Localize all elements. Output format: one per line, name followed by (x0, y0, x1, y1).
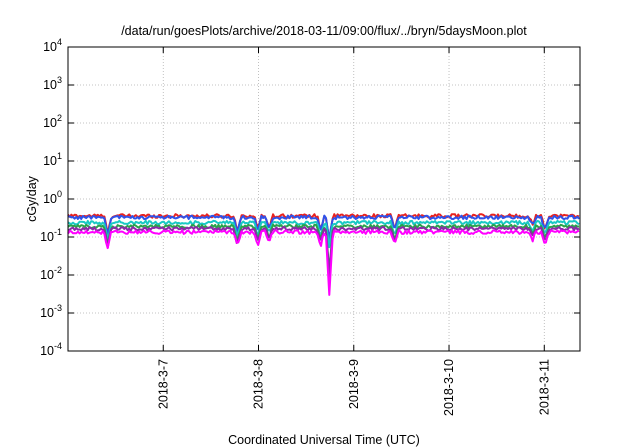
y-tick-exponent: -4 (54, 341, 62, 351)
grid (68, 46, 580, 352)
series-line (67, 219, 580, 249)
x-axis-label: Coordinated Universal Time (UTC) (228, 433, 420, 447)
x-tick-label: 2018-3-8 (252, 359, 266, 409)
series-line (67, 229, 580, 296)
series-line (67, 214, 580, 241)
y-tick-base: 10 (40, 344, 54, 358)
y-tick-label: 10-1 (40, 227, 62, 244)
x-tick-label: 2018-3-9 (347, 359, 361, 409)
y-tick-exponent: 1 (57, 151, 62, 161)
y-tick-label: 10-3 (40, 303, 62, 320)
y-tick-base: 10 (43, 116, 57, 130)
y-tick-base: 10 (43, 154, 57, 168)
y-tick-label: 102 (43, 113, 62, 130)
x-tick-label: 2018-3-10 (442, 359, 456, 416)
y-tick-base: 10 (43, 40, 57, 54)
y-tick-base: 10 (43, 78, 57, 92)
series-group (67, 213, 580, 296)
y-tick-exponent: 0 (57, 189, 62, 199)
y-tick-label: 100 (43, 189, 62, 206)
y-tick-exponent: 3 (57, 75, 62, 85)
y-tick-exponent: 2 (57, 113, 62, 123)
series-line (68, 226, 580, 278)
y-tick-label: 104 (43, 37, 62, 54)
y-tick-exponent: 4 (57, 37, 62, 47)
y-tick-label: 10-2 (40, 265, 62, 282)
y-axis-label: cGy/day (25, 175, 39, 222)
y-tick-label: 103 (43, 75, 62, 92)
y-tick-base: 10 (43, 192, 57, 206)
x-tick-label: 2018-3-11 (537, 359, 551, 415)
y-tick-exponent: -2 (54, 265, 62, 275)
y-tick-exponent: -1 (54, 227, 62, 237)
y-tick-base: 10 (40, 306, 54, 320)
y-tick-exponent: -3 (54, 303, 62, 313)
y-tick-label: 10-4 (40, 341, 62, 358)
chart-title: /data/run/goesPlots/archive/2018-03-11/0… (121, 24, 527, 38)
y-tick-base: 10 (40, 268, 54, 282)
y-tick-base: 10 (40, 230, 54, 244)
x-tick-label: 2018-3-7 (156, 359, 170, 409)
y-tick-label: 101 (43, 151, 62, 168)
